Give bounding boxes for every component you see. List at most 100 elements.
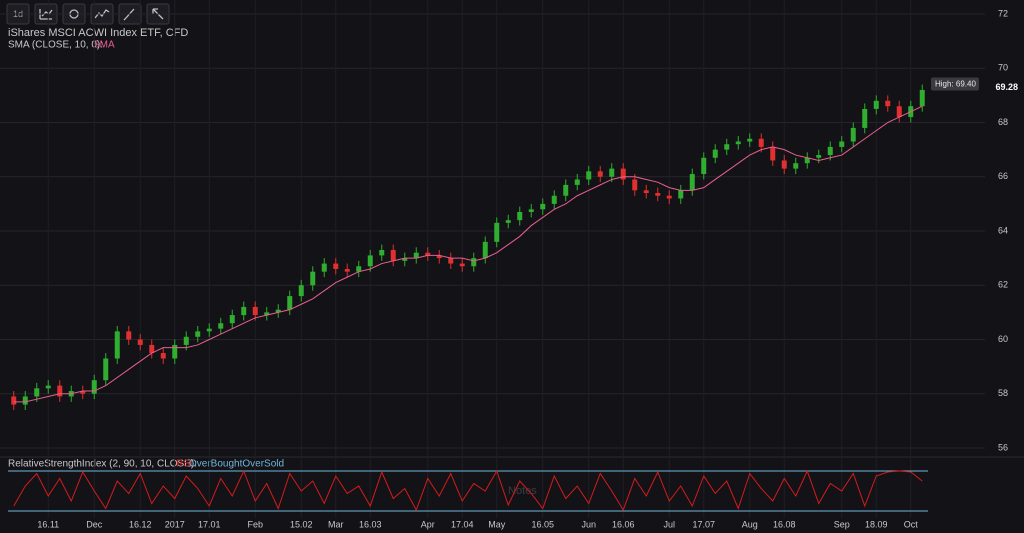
indicator-label: SMA (CLOSE, 10, 0): — [8, 40, 103, 51]
candle-body — [494, 222, 500, 242]
candle-body — [11, 396, 17, 405]
x-tick-label: Apr — [421, 519, 435, 529]
candle-body — [413, 252, 419, 259]
x-tick-label: Dec — [86, 519, 103, 529]
rsi-sub: OverBoughtOverSold — [189, 459, 284, 470]
x-tick-label: 16.03 — [359, 519, 382, 529]
candle-body — [172, 344, 178, 359]
y-tick-label: 56 — [998, 442, 1008, 452]
candle-body — [505, 220, 511, 223]
candle-body — [471, 258, 477, 267]
candle-body — [574, 179, 580, 185]
candle-body — [701, 157, 707, 175]
x-tick-label: 16.11 — [37, 519, 59, 529]
candle-body — [287, 296, 293, 310]
candle-body — [321, 263, 327, 272]
candle-body — [229, 315, 235, 324]
candle-body — [149, 344, 155, 354]
candle-body — [781, 160, 787, 169]
candle-body — [252, 306, 258, 316]
candle-body — [160, 353, 166, 359]
candle-body — [333, 263, 339, 269]
candle-body — [344, 268, 350, 272]
candle-body — [563, 184, 569, 196]
y-tick-label: 70 — [998, 63, 1008, 73]
candle-body — [586, 171, 592, 180]
candle-body — [758, 138, 764, 147]
candle-body — [436, 255, 442, 259]
x-tick-label: Aug — [742, 519, 758, 529]
candle-body — [735, 141, 741, 145]
candle-body — [517, 212, 523, 221]
x-tick-label: Feb — [247, 519, 263, 529]
x-tick-label: Jun — [581, 519, 596, 529]
candle-body — [919, 89, 925, 107]
candle-body — [655, 193, 661, 196]
candle-body — [402, 258, 408, 261]
x-tick-label: Sep — [834, 519, 850, 529]
y-tick-label: 68 — [998, 117, 1008, 127]
candle-body — [896, 106, 902, 118]
candle-body — [91, 380, 97, 394]
candle-body — [448, 258, 454, 264]
candle-body — [114, 331, 120, 359]
x-tick-label: 16.05 — [531, 519, 554, 529]
candle-body — [45, 385, 51, 389]
candle-body — [459, 263, 465, 267]
candle-body — [862, 108, 868, 128]
last-price: 69.28 — [995, 82, 1018, 92]
x-tick-label: 17.01 — [198, 519, 221, 529]
candle-body — [298, 285, 304, 297]
y-tick-label: 64 — [998, 225, 1008, 235]
candle-body — [873, 100, 879, 109]
candle-body — [275, 309, 281, 313]
x-tick-label: Oct — [904, 519, 919, 529]
x-tick-label: 16.08 — [773, 519, 796, 529]
rsi-line — [13, 469, 923, 512]
x-tick-label: 2017 — [165, 519, 185, 529]
candle-body — [770, 146, 776, 161]
high-label-box — [931, 77, 979, 91]
candle-body — [747, 138, 753, 142]
candle-body — [137, 339, 143, 345]
sma-line — [13, 105, 923, 403]
y-tick-label: 58 — [998, 388, 1008, 398]
candle-body — [540, 203, 546, 210]
candle-body — [57, 385, 63, 397]
x-tick-label: Mar — [328, 519, 344, 529]
candle-body — [620, 168, 626, 180]
candle-body — [218, 323, 224, 329]
candle-body — [597, 171, 603, 177]
candle-body — [241, 306, 247, 316]
rsi-label: RelativeStrengthIndex (2, 90, 10, CLOSE)… — [8, 459, 197, 470]
candle-body — [724, 144, 730, 150]
y-tick-label: 60 — [998, 334, 1008, 344]
candle-body — [195, 331, 201, 337]
x-tick-label: 17.07 — [692, 519, 715, 529]
x-tick-label: 17.04 — [451, 519, 474, 529]
y-tick-label: 62 — [998, 280, 1008, 290]
y-tick-label: 66 — [998, 171, 1008, 181]
candle-body — [850, 127, 856, 142]
candle-body — [804, 157, 810, 164]
candle-body — [379, 249, 385, 256]
candle-body — [816, 155, 822, 158]
candle-body — [310, 271, 316, 286]
y-tick-label: 72 — [998, 8, 1008, 18]
candle-body — [22, 396, 28, 405]
chart-title: iShares MSCI ACWI Index ETF, CFD — [8, 27, 188, 39]
indicator-name: SMA — [93, 40, 115, 51]
candle-body — [367, 255, 373, 267]
x-tick-label: Jul — [663, 519, 675, 529]
candle-body — [390, 249, 396, 261]
x-tick-label: 15.02 — [290, 519, 313, 529]
candle-body — [632, 179, 638, 191]
x-tick-label: May — [488, 519, 506, 529]
candle-body — [839, 141, 845, 147]
candle-body — [206, 328, 212, 332]
candle-body — [551, 195, 557, 204]
candle-body — [425, 252, 431, 256]
watermark: Notes — [508, 485, 537, 497]
candle-body — [793, 163, 799, 169]
candle-body — [666, 195, 672, 199]
